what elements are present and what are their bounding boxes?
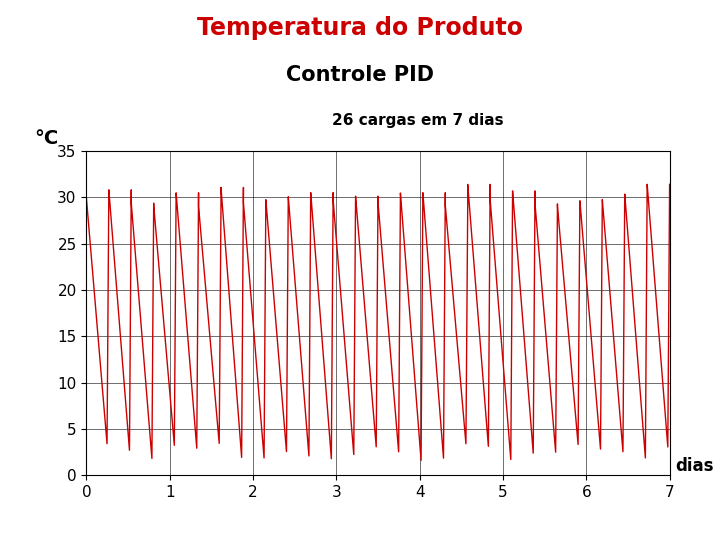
Text: °C: °C: [34, 129, 58, 147]
Text: Temperatura do Produto: Temperatura do Produto: [197, 16, 523, 40]
Text: dias: dias: [675, 457, 714, 475]
Text: Controle PID: Controle PID: [286, 65, 434, 85]
Text: 26 cargas em 7 dias: 26 cargas em 7 dias: [332, 113, 503, 129]
